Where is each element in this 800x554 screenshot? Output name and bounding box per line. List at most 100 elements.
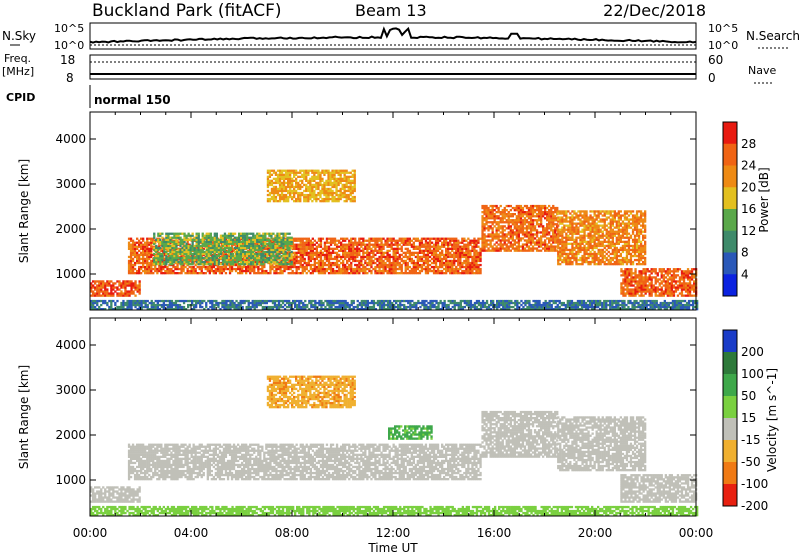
- data-cell: [354, 269, 357, 273]
- data-cell: [333, 263, 337, 267]
- data-cell: [398, 261, 401, 265]
- data-cell: [217, 240, 221, 243]
- data-cell: [567, 234, 570, 237]
- data-cell: [533, 211, 537, 214]
- data-cell: [295, 251, 298, 254]
- data-cell: [193, 238, 196, 241]
- data-cell: [162, 265, 165, 269]
- data-cell: [227, 244, 231, 248]
- data-cell: [581, 214, 584, 217]
- data-cell: [335, 171, 338, 174]
- data-cell: [148, 243, 151, 246]
- data-cell: [331, 200, 334, 203]
- data-cell: [207, 246, 210, 250]
- data-cell: [280, 244, 283, 248]
- data-cell: [144, 241, 147, 244]
- data-cell: [483, 206, 486, 210]
- data-cell: [469, 241, 472, 244]
- data-cell: [352, 241, 355, 244]
- data-cell: [583, 240, 586, 243]
- data-cell: [289, 185, 292, 189]
- data-cell: [201, 256, 204, 260]
- data-cell: [353, 187, 356, 191]
- data-cell: [317, 169, 320, 172]
- data-cell: [293, 251, 296, 254]
- data-cell: [165, 260, 168, 264]
- data-cell: [178, 267, 181, 271]
- data-cell: [352, 272, 355, 275]
- data-cell: [140, 243, 143, 246]
- data-cell: [293, 189, 296, 193]
- data-cell: [382, 265, 385, 269]
- data-cell: [542, 204, 545, 208]
- data-cell: [217, 254, 221, 258]
- data-cell: [241, 265, 244, 269]
- data-cell: [420, 237, 424, 240]
- data-cell: [160, 265, 163, 269]
- data-cell: [487, 206, 490, 210]
- data-cell: [351, 189, 354, 193]
- data-cell: [295, 237, 298, 240]
- data-cell: [475, 263, 478, 267]
- data-cell: [422, 267, 426, 271]
- data-cell: [352, 259, 355, 263]
- data-cell: [475, 241, 478, 244]
- data-cell: [301, 257, 304, 261]
- data-cell: [418, 255, 422, 259]
- data-cell: [451, 255, 454, 259]
- data-cell: [132, 284, 135, 287]
- data-cell: [517, 211, 520, 214]
- data-cell: [544, 209, 547, 212]
- data-cell: [368, 241, 371, 244]
- data-cell: [195, 234, 198, 237]
- data-cell: [329, 179, 332, 182]
- data-cell: [410, 257, 413, 261]
- data-cell: [131, 267, 135, 271]
- data-cell: [351, 200, 354, 203]
- data-cell: [426, 259, 430, 263]
- data-cell: [569, 260, 572, 264]
- data-cell: [317, 191, 320, 195]
- data-cell: [311, 177, 314, 180]
- data-cell: [257, 272, 260, 275]
- data-cell: [291, 169, 294, 172]
- data-cell: [362, 239, 365, 242]
- data-cell: [275, 265, 278, 269]
- data-cell: [577, 252, 580, 256]
- data-cell: [565, 214, 568, 217]
- data-cell: [250, 254, 253, 258]
- data-cell: [548, 215, 551, 218]
- data-cell: [193, 256, 196, 260]
- data-cell: [240, 246, 243, 250]
- data-cell: [266, 250, 269, 254]
- data-cell: [412, 253, 415, 257]
- data-cell: [527, 241, 531, 244]
- data-cell: [235, 240, 239, 243]
- data-cell: [197, 244, 200, 248]
- data-cell: [408, 251, 411, 254]
- data-cell: [557, 220, 560, 223]
- data-cell: [402, 259, 405, 263]
- data-cell: [272, 232, 275, 235]
- data-cell: [181, 252, 184, 256]
- data-cell: [171, 244, 174, 248]
- data-cell: [554, 247, 557, 250]
- data-cell: [495, 206, 498, 210]
- data-cell: [338, 241, 341, 244]
- data-cell: [276, 260, 279, 264]
- data-cell: [268, 173, 272, 176]
- data-cell: [331, 173, 334, 176]
- data-cell: [331, 257, 335, 261]
- data-cell: [340, 269, 343, 273]
- data-cell: [420, 265, 424, 269]
- data-cell: [321, 251, 325, 254]
- data-cell: [127, 263, 131, 267]
- data-cell: [509, 245, 512, 248]
- data-cell: [447, 259, 450, 263]
- data-cell: [272, 193, 276, 197]
- data-cell: [380, 241, 383, 244]
- data-cell: [195, 242, 198, 245]
- data-cell: [244, 236, 247, 239]
- data-cell: [542, 206, 545, 210]
- data-cell: [467, 269, 470, 273]
